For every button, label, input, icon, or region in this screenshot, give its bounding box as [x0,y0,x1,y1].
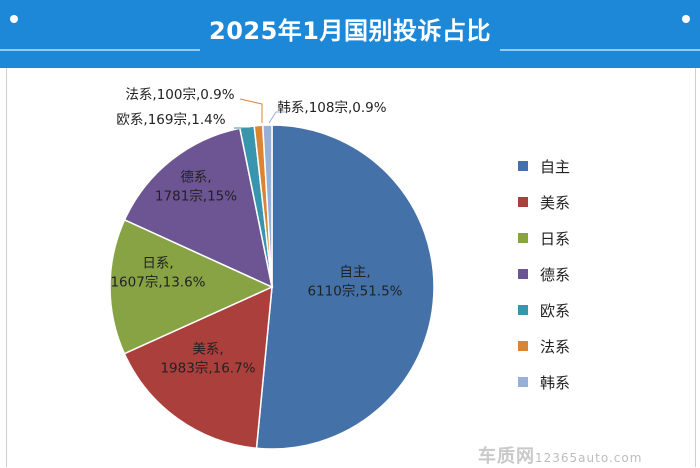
legend-swatch [518,377,528,387]
legend-label: 法系 [540,337,571,356]
legend-label: 韩系 [540,373,571,392]
chart-title: 2025年1月国别投诉占比 [209,17,491,45]
leader-line-5 [239,98,263,123]
legend-item-3: 德系 [518,256,638,292]
pie-slice-1 [123,285,273,450]
legend-label: 欧系 [540,301,571,320]
data-label-5: 法系,100宗,0.9% [125,87,234,103]
pie-slice-3 [123,127,274,289]
legend-label: 美系 [540,193,571,212]
data-label-0: 自主, 6110宗,51.5% [307,265,402,300]
legend-swatch [518,233,528,243]
data-label-3: 德系, 1781宗,15% [155,170,237,205]
header-dot-right [682,15,690,23]
header-dot-left [10,15,18,23]
data-label-6: 韩系,108宗,0.9% [277,100,386,116]
pie-slice-0 [255,124,435,450]
legend-label: 德系 [540,265,571,284]
legend-swatch [518,269,528,279]
legend-item-6: 韩系 [518,364,638,400]
legend-item-2: 日系 [518,220,638,256]
chart-frame [6,68,696,467]
legend-item-4: 欧系 [518,292,638,328]
data-label-4: 欧系,169宗,1.4% [116,112,225,128]
pie-slice-2 [109,218,274,355]
chart-legend: 自主美系日系德系欧系法系韩系 [518,148,638,400]
watermark-brand: 车质网 [478,446,535,467]
legend-label: 自主 [540,157,571,176]
header-bar: 2025年1月国别投诉占比 [0,0,700,68]
data-label-1: 美系, 1983宗,16.7% [160,342,255,377]
legend-swatch [518,161,528,171]
legend-swatch [518,341,528,351]
legend-item-5: 法系 [518,328,638,364]
legend-item-1: 美系 [518,184,638,220]
legend-item-0: 自主 [518,148,638,184]
pie-slice-6 [261,124,273,288]
watermark-site: 12365auto.com [535,451,643,465]
legend-swatch [518,305,528,315]
leader-line-6 [268,111,286,124]
watermark: 车质网12365auto.com [478,442,698,467]
legend-label: 日系 [540,229,571,248]
data-label-2: 日系, 1607宗,13.6% [110,256,205,291]
legend-swatch [518,197,528,207]
